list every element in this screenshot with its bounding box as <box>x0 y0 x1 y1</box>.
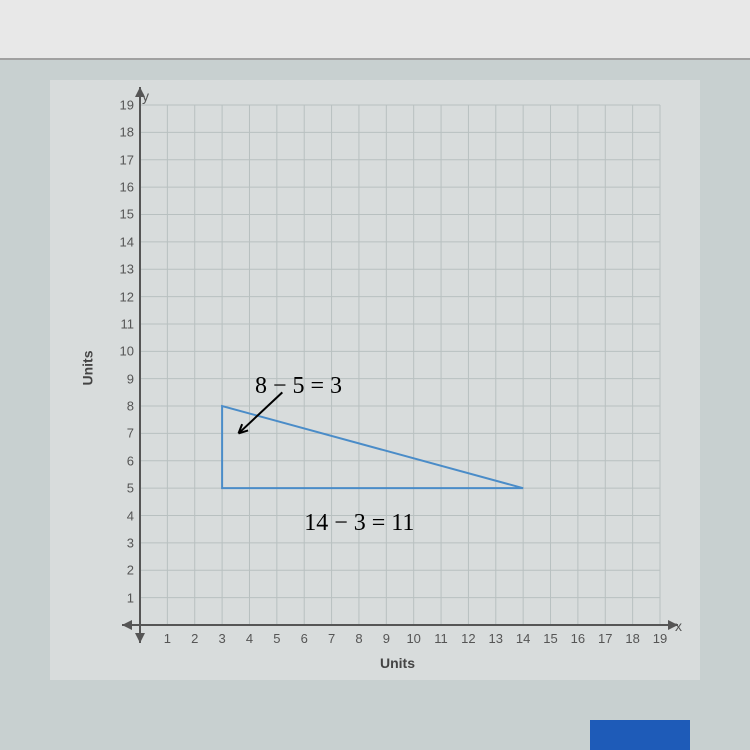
chart-panel: 1234567891011121314151617181912345678910… <box>50 80 700 680</box>
x-tick-label: 2 <box>191 631 198 646</box>
x-axis-title: Units <box>380 655 415 671</box>
x-axis-letter: x <box>675 618 682 634</box>
x-tick-label: 4 <box>246 631 253 646</box>
y-tick-label: 3 <box>127 535 134 550</box>
x-tick-label: 7 <box>328 631 335 646</box>
y-axis-title: Units <box>80 351 96 386</box>
y-tick-label: 16 <box>120 180 134 195</box>
y-tick-label: 10 <box>120 344 134 359</box>
x-tick-label: 1 <box>164 631 171 646</box>
y-tick-label: 5 <box>127 481 134 496</box>
x-tick-label: 5 <box>273 631 280 646</box>
y-tick-label: 13 <box>120 262 134 277</box>
y-tick-label: 12 <box>120 289 134 304</box>
y-tick-label: 7 <box>127 426 134 441</box>
window-top-frame <box>0 0 750 60</box>
y-axis-letter: y <box>142 88 149 104</box>
y-tick-label: 9 <box>127 371 134 386</box>
x-tick-label: 15 <box>543 631 557 646</box>
action-button[interactable] <box>590 720 690 750</box>
x-tick-label: 11 <box>434 631 448 646</box>
x-tick-label: 9 <box>383 631 390 646</box>
y-tick-label: 14 <box>120 234 134 249</box>
y-tick-label: 19 <box>120 98 134 113</box>
y-tick-label: 6 <box>127 453 134 468</box>
x-tick-label: 3 <box>218 631 225 646</box>
y-tick-label: 4 <box>127 508 134 523</box>
x-tick-label: 18 <box>625 631 639 646</box>
grid-svg <box>120 85 680 645</box>
y-tick-label: 18 <box>120 125 134 140</box>
x-tick-label: 13 <box>489 631 503 646</box>
y-tick-label: 17 <box>120 152 134 167</box>
x-tick-label: 10 <box>406 631 420 646</box>
y-tick-label: 8 <box>127 399 134 414</box>
x-tick-label: 8 <box>355 631 362 646</box>
x-tick-label: 19 <box>653 631 667 646</box>
x-tick-label: 17 <box>598 631 612 646</box>
y-tick-label: 11 <box>121 316 135 331</box>
y-tick-label: 2 <box>127 563 134 578</box>
annotation-text: 8 − 5 = 3 <box>255 373 342 400</box>
x-tick-label: 12 <box>461 631 475 646</box>
y-tick-label: 1 <box>127 590 134 605</box>
x-tick-label: 16 <box>571 631 585 646</box>
grid-area: 1234567891011121314151617181912345678910… <box>140 105 660 625</box>
x-tick-label: 14 <box>516 631 530 646</box>
y-tick-label: 15 <box>120 207 134 222</box>
x-tick-label: 6 <box>301 631 308 646</box>
annotation-text: 14 − 3 = 11 <box>304 510 414 537</box>
